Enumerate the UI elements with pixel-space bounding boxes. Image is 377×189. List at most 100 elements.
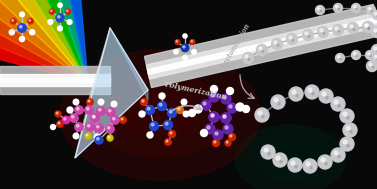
Circle shape — [142, 100, 144, 102]
Circle shape — [374, 56, 377, 58]
Circle shape — [280, 160, 282, 163]
Circle shape — [95, 135, 97, 137]
Ellipse shape — [95, 73, 225, 157]
Circle shape — [176, 41, 178, 42]
Circle shape — [318, 155, 332, 169]
Circle shape — [292, 90, 296, 94]
Circle shape — [305, 32, 308, 35]
Circle shape — [201, 129, 207, 136]
Circle shape — [98, 108, 101, 111]
Circle shape — [111, 101, 117, 107]
Polygon shape — [56, 0, 88, 83]
Circle shape — [109, 109, 111, 112]
Circle shape — [148, 133, 150, 135]
Circle shape — [278, 102, 280, 105]
Polygon shape — [0, 0, 88, 83]
Circle shape — [58, 27, 60, 28]
Circle shape — [87, 125, 90, 127]
Polygon shape — [0, 25, 88, 83]
Circle shape — [271, 95, 285, 109]
Circle shape — [319, 89, 333, 103]
Circle shape — [374, 47, 377, 50]
Circle shape — [140, 112, 142, 114]
Circle shape — [51, 10, 52, 12]
Circle shape — [158, 101, 167, 111]
Circle shape — [320, 29, 323, 32]
Circle shape — [175, 40, 180, 44]
Polygon shape — [0, 0, 88, 83]
Polygon shape — [144, 4, 377, 88]
Circle shape — [320, 10, 322, 12]
Circle shape — [209, 92, 219, 102]
Polygon shape — [0, 66, 110, 94]
Circle shape — [350, 25, 353, 28]
Polygon shape — [0, 0, 88, 83]
Circle shape — [223, 115, 226, 118]
Circle shape — [165, 122, 168, 125]
Circle shape — [111, 116, 119, 124]
Circle shape — [70, 114, 78, 122]
Circle shape — [183, 111, 189, 117]
Circle shape — [170, 132, 172, 134]
Circle shape — [75, 106, 83, 114]
Circle shape — [51, 125, 55, 129]
Circle shape — [213, 139, 219, 146]
Circle shape — [225, 140, 231, 146]
Circle shape — [335, 27, 338, 30]
Circle shape — [169, 130, 176, 138]
Circle shape — [52, 125, 53, 127]
Circle shape — [98, 99, 104, 105]
Circle shape — [62, 116, 70, 124]
Circle shape — [166, 140, 168, 142]
Circle shape — [347, 116, 349, 119]
Circle shape — [221, 113, 231, 123]
Circle shape — [289, 87, 303, 101]
Polygon shape — [0, 74, 110, 86]
Circle shape — [229, 105, 232, 108]
Circle shape — [212, 87, 214, 89]
Ellipse shape — [270, 139, 330, 171]
Circle shape — [49, 9, 55, 14]
Circle shape — [165, 139, 171, 145]
Ellipse shape — [250, 128, 350, 183]
Polygon shape — [20, 0, 88, 83]
Circle shape — [151, 123, 154, 126]
Circle shape — [372, 66, 374, 68]
Circle shape — [295, 166, 297, 168]
Circle shape — [146, 105, 155, 115]
Circle shape — [58, 122, 60, 124]
Circle shape — [372, 53, 377, 63]
Circle shape — [291, 161, 295, 165]
Circle shape — [106, 125, 114, 133]
Circle shape — [97, 125, 99, 128]
Circle shape — [292, 39, 294, 41]
Circle shape — [164, 121, 173, 129]
Circle shape — [183, 46, 185, 48]
Circle shape — [356, 8, 357, 10]
Circle shape — [262, 50, 264, 52]
Circle shape — [238, 105, 240, 107]
Circle shape — [192, 50, 196, 54]
Circle shape — [59, 4, 60, 5]
Circle shape — [191, 41, 193, 42]
Circle shape — [347, 144, 349, 147]
Circle shape — [227, 103, 237, 113]
Circle shape — [321, 158, 325, 162]
Circle shape — [343, 112, 347, 116]
Circle shape — [182, 100, 184, 102]
Circle shape — [29, 20, 31, 21]
Circle shape — [338, 105, 340, 107]
Polygon shape — [147, 18, 377, 74]
Circle shape — [184, 112, 186, 114]
Circle shape — [228, 133, 236, 140]
Circle shape — [242, 105, 250, 112]
Circle shape — [370, 55, 371, 57]
Circle shape — [256, 44, 268, 56]
Circle shape — [91, 114, 99, 122]
Circle shape — [141, 98, 147, 105]
Circle shape — [55, 111, 61, 117]
Circle shape — [325, 163, 327, 165]
Circle shape — [340, 58, 342, 60]
Circle shape — [108, 136, 110, 138]
Circle shape — [58, 3, 62, 7]
